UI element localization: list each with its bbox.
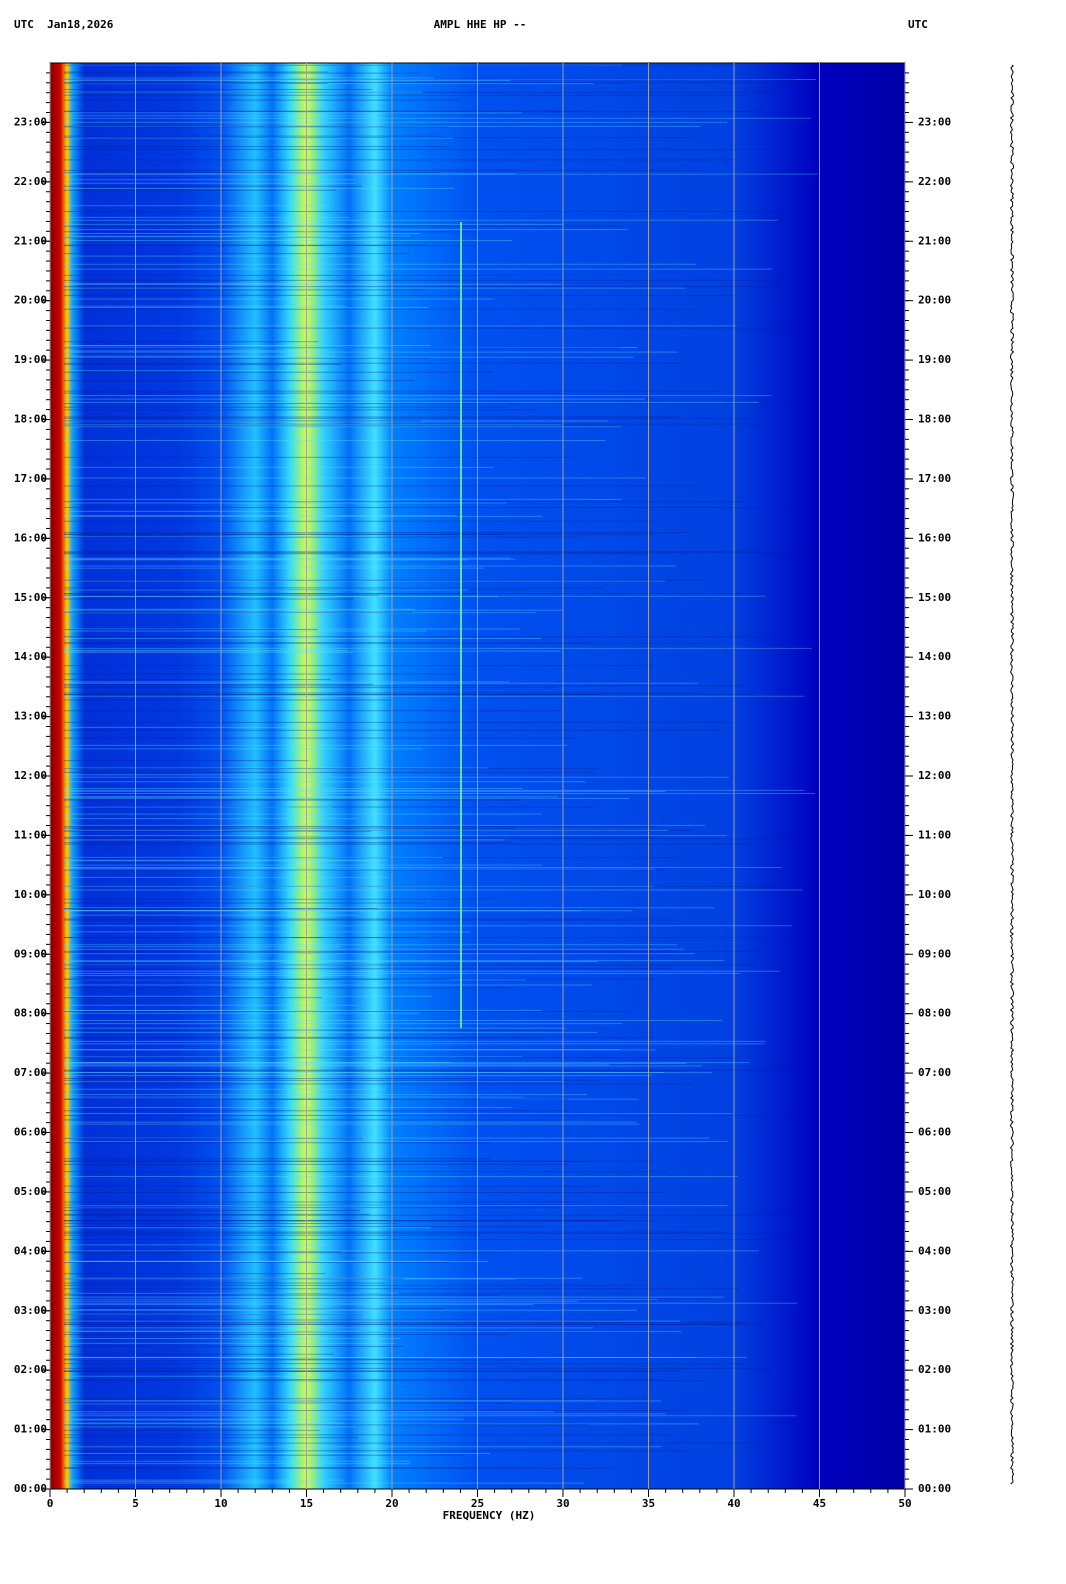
y-tick-label: 03:00 xyxy=(14,1304,47,1317)
y-tick-label: 04:00 xyxy=(14,1244,47,1257)
y-tick-label: 20:00 xyxy=(14,294,47,307)
y-tick-label: 11:00 xyxy=(14,828,47,841)
x-tick-label: 10 xyxy=(214,1497,227,1510)
chart-title: AMPL HHE HP -- xyxy=(434,18,527,31)
y-tick-label: 01:00 xyxy=(918,1423,951,1436)
y-tick-label: 14:00 xyxy=(14,650,47,663)
x-tick-label: 20 xyxy=(385,1497,398,1510)
y-tick-label: 17:00 xyxy=(918,472,951,485)
y-tick-label: 18:00 xyxy=(14,413,47,426)
y-tick-label: 15:00 xyxy=(14,591,47,604)
x-tick-label: 50 xyxy=(898,1497,911,1510)
x-tick-label: 45 xyxy=(813,1497,826,1510)
y-tick-label: 03:00 xyxy=(918,1304,951,1317)
x-tick-label: 5 xyxy=(132,1497,139,1510)
y-tick-label: 21:00 xyxy=(918,234,951,247)
x-tick-label: 25 xyxy=(471,1497,484,1510)
y-tick-label: 12:00 xyxy=(14,769,47,782)
y-tick-label: 06:00 xyxy=(14,1126,47,1139)
seismogram-trace xyxy=(1009,64,1015,1485)
x-axis-label: FREQUENCY (HZ) xyxy=(443,1509,536,1522)
y-tick-label: 17:00 xyxy=(14,472,47,485)
y-tick-label: 09:00 xyxy=(918,947,951,960)
y-tick-label: 16:00 xyxy=(14,531,47,544)
y-tick-label: 07:00 xyxy=(918,1066,951,1079)
x-tick-label: 15 xyxy=(300,1497,313,1510)
y-tick-label: 08:00 xyxy=(918,1007,951,1020)
axes xyxy=(42,62,913,1497)
y-tick-label: 13:00 xyxy=(14,710,47,723)
y-tick-label: 01:00 xyxy=(14,1423,47,1436)
y-tick-label: 15:00 xyxy=(918,591,951,604)
x-tick-label: 35 xyxy=(642,1497,655,1510)
right-header: UTC xyxy=(908,18,928,31)
y-tick-label: 06:00 xyxy=(918,1126,951,1139)
y-tick-label: 22:00 xyxy=(918,175,951,188)
x-tick-label: 30 xyxy=(556,1497,569,1510)
y-tick-label: 16:00 xyxy=(918,531,951,544)
y-tick-label: 08:00 xyxy=(14,1007,47,1020)
y-tick-label: 05:00 xyxy=(918,1185,951,1198)
y-tick-label: 23:00 xyxy=(918,115,951,128)
y-tick-label: 10:00 xyxy=(14,888,47,901)
y-tick-label: 20:00 xyxy=(918,294,951,307)
y-tick-label: 13:00 xyxy=(918,710,951,723)
y-tick-label: 00:00 xyxy=(14,1482,47,1495)
y-tick-label: 04:00 xyxy=(918,1244,951,1257)
left-header: UTC Jan18,2026 xyxy=(14,18,114,31)
x-tick-label: 0 xyxy=(47,1497,54,1510)
y-tick-label: 09:00 xyxy=(14,947,47,960)
y-tick-label: 18:00 xyxy=(918,413,951,426)
spectrogram-texture xyxy=(64,62,818,1484)
x-tick-label: 40 xyxy=(727,1497,740,1510)
y-tick-label: 12:00 xyxy=(918,769,951,782)
y-tick-label: 02:00 xyxy=(14,1363,47,1376)
y-tick-label: 05:00 xyxy=(14,1185,47,1198)
y-tick-label: 11:00 xyxy=(918,828,951,841)
y-tick-label: 00:00 xyxy=(918,1482,951,1495)
y-tick-label: 10:00 xyxy=(918,888,951,901)
y-tick-label: 02:00 xyxy=(918,1363,951,1376)
y-tick-label: 21:00 xyxy=(14,234,47,247)
y-tick-label: 07:00 xyxy=(14,1066,47,1079)
y-tick-label: 22:00 xyxy=(14,175,47,188)
y-tick-label: 19:00 xyxy=(14,353,47,366)
y-tick-label: 14:00 xyxy=(918,650,951,663)
y-tick-label: 23:00 xyxy=(14,115,47,128)
y-tick-label: 19:00 xyxy=(918,353,951,366)
